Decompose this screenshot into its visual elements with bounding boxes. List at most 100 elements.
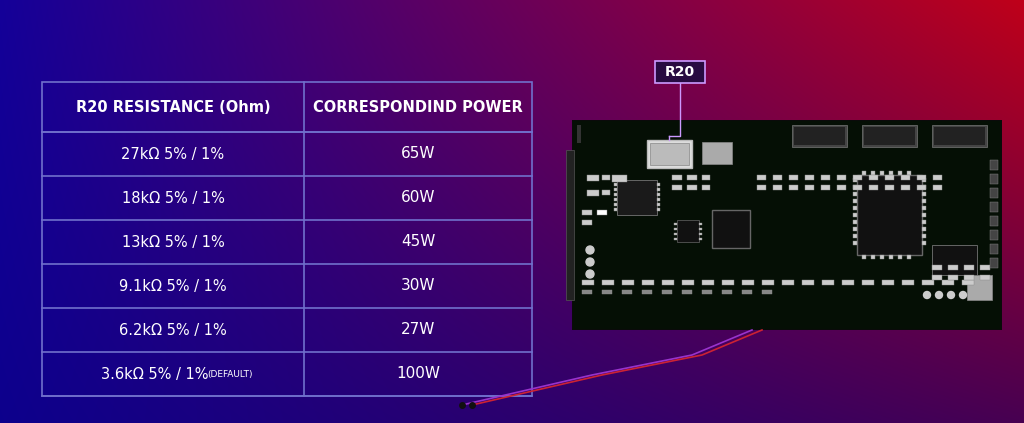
Bar: [842, 280, 854, 285]
Bar: [932, 125, 987, 147]
Bar: [932, 275, 942, 280]
Bar: [932, 265, 942, 270]
Bar: [674, 223, 677, 225]
Bar: [790, 185, 798, 190]
Bar: [597, 210, 607, 215]
Bar: [792, 125, 847, 147]
Bar: [922, 280, 934, 285]
FancyBboxPatch shape: [655, 61, 705, 83]
Bar: [702, 280, 714, 285]
Bar: [687, 185, 697, 190]
Bar: [853, 206, 857, 210]
Bar: [647, 140, 692, 168]
Bar: [722, 280, 734, 285]
Bar: [699, 223, 702, 225]
Bar: [932, 245, 977, 275]
Bar: [964, 275, 974, 280]
Bar: [702, 175, 710, 180]
Bar: [990, 160, 998, 170]
Bar: [882, 280, 894, 285]
Bar: [742, 290, 752, 294]
Bar: [702, 185, 710, 190]
Bar: [657, 198, 660, 201]
Bar: [869, 175, 878, 180]
Bar: [614, 188, 617, 191]
Bar: [898, 171, 902, 175]
Bar: [612, 175, 627, 182]
Bar: [948, 265, 958, 270]
Bar: [901, 175, 910, 180]
Bar: [699, 238, 702, 240]
Bar: [990, 202, 998, 212]
Bar: [864, 127, 915, 145]
Bar: [672, 185, 682, 190]
Circle shape: [947, 291, 954, 299]
Bar: [577, 125, 581, 143]
Bar: [862, 125, 918, 147]
Bar: [880, 255, 884, 259]
Bar: [773, 185, 782, 190]
Bar: [614, 198, 617, 201]
Bar: [566, 150, 574, 300]
Bar: [662, 290, 672, 294]
Bar: [702, 142, 732, 164]
Bar: [657, 203, 660, 206]
Bar: [980, 275, 990, 280]
Bar: [687, 175, 697, 180]
Bar: [885, 185, 894, 190]
Bar: [602, 290, 612, 294]
Bar: [853, 199, 857, 203]
Circle shape: [586, 270, 594, 278]
Bar: [642, 290, 652, 294]
Bar: [821, 175, 830, 180]
Bar: [674, 238, 677, 240]
Bar: [907, 171, 911, 175]
Bar: [702, 290, 712, 294]
Bar: [614, 193, 617, 196]
Bar: [587, 190, 599, 196]
Bar: [990, 244, 998, 254]
Bar: [602, 280, 614, 285]
Bar: [934, 127, 985, 145]
Bar: [582, 280, 594, 285]
Bar: [742, 280, 754, 285]
Bar: [662, 280, 674, 285]
Bar: [853, 175, 862, 180]
Bar: [674, 228, 677, 230]
Bar: [614, 183, 617, 186]
Bar: [990, 258, 998, 268]
Bar: [922, 241, 926, 245]
Bar: [871, 255, 874, 259]
Bar: [722, 290, 732, 294]
Bar: [642, 280, 654, 285]
Bar: [942, 280, 954, 285]
Bar: [42, 82, 532, 396]
Bar: [857, 175, 922, 255]
Bar: [617, 180, 657, 215]
Bar: [980, 265, 990, 270]
Bar: [672, 175, 682, 180]
Bar: [657, 193, 660, 196]
Text: 27W: 27W: [400, 322, 435, 338]
Bar: [657, 183, 660, 186]
Bar: [853, 185, 862, 190]
Text: R20 RESISTANCE (Ohm): R20 RESISTANCE (Ohm): [76, 99, 270, 115]
Bar: [853, 192, 857, 196]
Bar: [853, 227, 857, 231]
Bar: [853, 241, 857, 245]
Bar: [614, 203, 617, 206]
Bar: [699, 228, 702, 230]
Bar: [837, 175, 846, 180]
Bar: [853, 178, 857, 182]
Bar: [582, 290, 592, 294]
Bar: [922, 192, 926, 196]
Bar: [990, 230, 998, 240]
Bar: [782, 280, 794, 285]
Bar: [602, 190, 610, 195]
Bar: [922, 199, 926, 203]
Bar: [682, 290, 692, 294]
Bar: [948, 275, 958, 280]
Bar: [762, 280, 774, 285]
Bar: [853, 220, 857, 224]
Text: 100W: 100W: [396, 366, 440, 382]
